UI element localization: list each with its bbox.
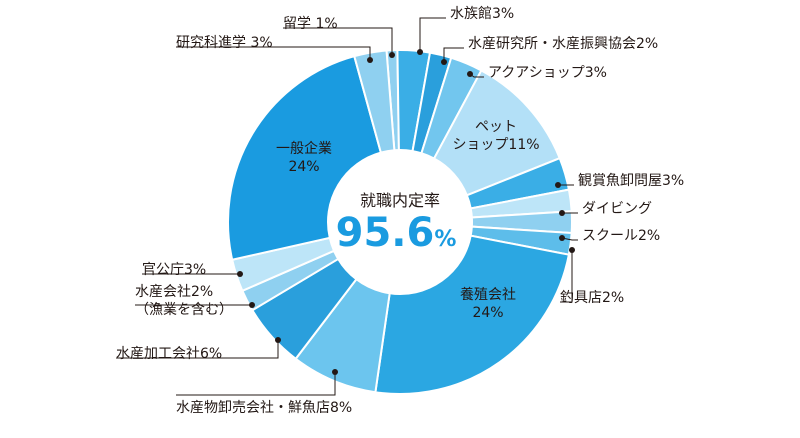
leader-dot-3 (467, 71, 473, 77)
leader-dot-0 (389, 52, 395, 58)
center-value-number: 95.6 (336, 210, 435, 256)
slice-label-0: 留学 1% (283, 16, 338, 32)
center-value-unit: % (434, 227, 456, 252)
slice-label-11: 水産加工会社6% (116, 346, 222, 362)
leader-line-1 (419, 17, 446, 52)
leader-dot-8 (569, 247, 575, 253)
leader-line-2 (443, 47, 464, 62)
slice-label-13: 官公庁3% (142, 262, 206, 278)
leader-dot-11 (275, 337, 281, 343)
leader-line-8 (560, 250, 573, 303)
slice-label-12: 水産会社2%（漁業を含む） (135, 284, 233, 318)
center-hole (328, 150, 472, 294)
leader-dot-1 (417, 49, 423, 55)
leader-line-15 (176, 46, 371, 60)
leader-dot-10 (332, 369, 338, 375)
slice-label-5: 観賞魚卸問屋3% (578, 172, 684, 189)
slice-label-2: 水産研究所・水産振興協会2% (468, 36, 658, 52)
slice-label-10: 水産物卸売会社・鮮魚店8% (176, 400, 352, 416)
slice-label-6: ダイビング (582, 201, 652, 217)
slice-label-7: スクール2% (582, 228, 660, 244)
slice-label-9: 養殖会社 24% (460, 286, 516, 321)
slice-labels: 留学 1% 水族館3% 水産研究所・水産振興協会2% アクアショップ3% ペットショップ… (116, 5, 684, 416)
leader-dot-7 (559, 235, 565, 241)
slice-label-8: 釣具店2% (560, 290, 624, 306)
center-title: 就職内定率 (360, 191, 440, 210)
slice-label-15: 研究科進学 3% (176, 35, 273, 51)
leader-dot-5 (555, 182, 561, 188)
leader-dot-13 (237, 271, 243, 277)
leader-lines (116, 17, 578, 396)
leader-dot-2 (441, 59, 447, 65)
slice-label-4: ペットショップ11% (452, 119, 539, 153)
slice-label-14: 一般企業 24% (276, 140, 332, 175)
pie-slices (227, 49, 573, 395)
slice-label-1: 水族館3% (450, 5, 514, 22)
leader-line-10 (176, 372, 336, 396)
leader-dot-12 (249, 302, 255, 308)
center-value: 95.6% (336, 210, 457, 256)
leader-dot-6 (559, 210, 565, 216)
leader-dot-15 (367, 57, 373, 63)
leader-line-11 (116, 340, 279, 359)
slice-label-3: アクアショップ3% (488, 65, 607, 81)
leader-line-7 (561, 237, 578, 241)
leader-line-0 (283, 27, 393, 55)
